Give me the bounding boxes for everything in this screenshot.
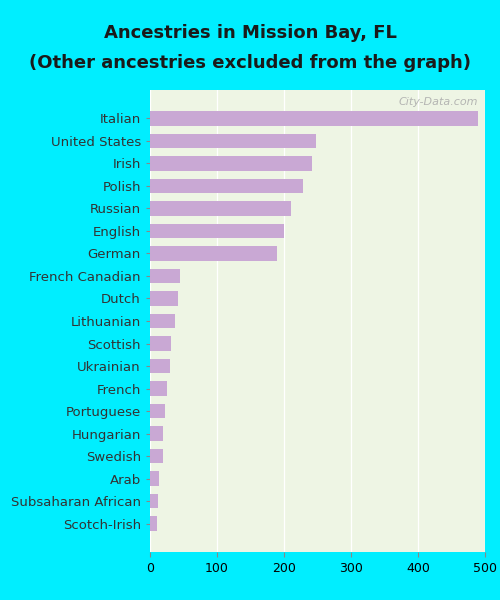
Bar [150,201,290,216]
Bar [150,111,478,125]
Bar [150,246,278,261]
Bar [150,156,312,170]
Bar [150,359,170,373]
Text: (Other ancestries excluded from the graph): (Other ancestries excluded from the grap… [29,54,471,72]
Bar [150,517,156,531]
Bar [150,314,176,328]
Text: Ancestries in Mission Bay, FL: Ancestries in Mission Bay, FL [104,24,397,42]
Bar [150,224,284,238]
Bar [150,404,164,418]
Bar [150,179,303,193]
Bar [150,269,180,283]
Bar [150,381,167,396]
Text: City-Data.com: City-Data.com [399,97,478,107]
Bar [150,291,178,306]
Bar [150,449,164,463]
Bar [150,336,172,351]
Bar [150,472,160,486]
Bar [150,426,164,441]
Bar [150,494,158,508]
Bar [150,134,316,148]
